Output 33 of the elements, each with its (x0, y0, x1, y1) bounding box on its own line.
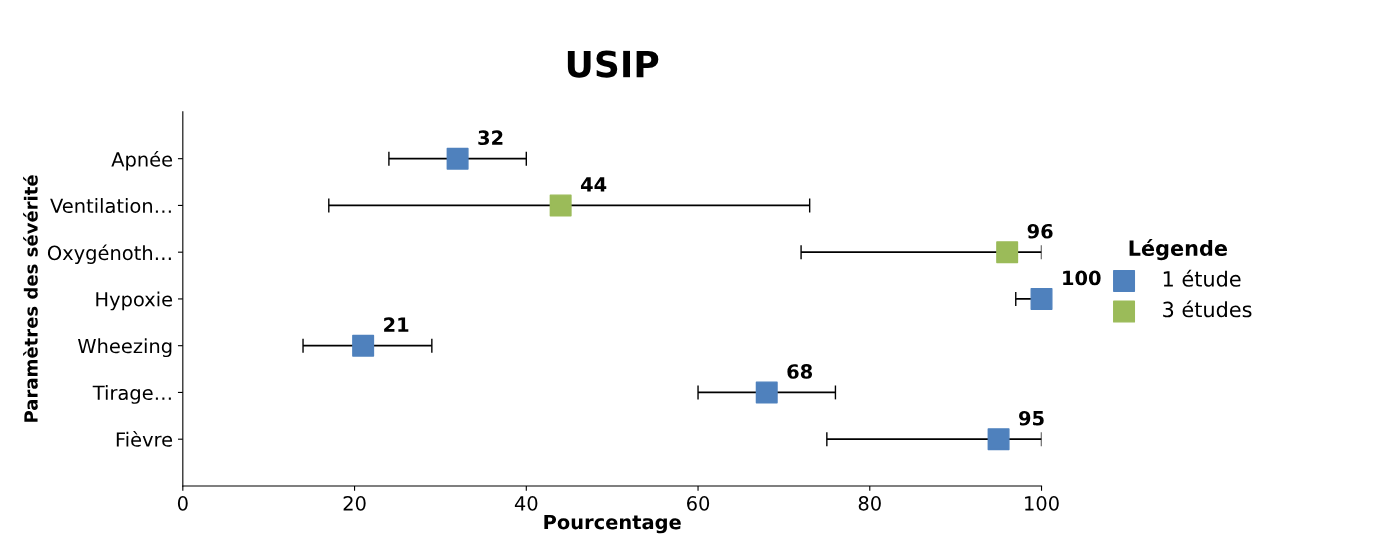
y-axis-title: Paramètres des sévérité (23, 175, 38, 422)
x-axis-title: Pourcentage (544, 514, 681, 534)
y-tick-label: Wheezing (77, 338, 172, 358)
legend-label: 3 études (1163, 300, 1252, 318)
point (755, 381, 778, 404)
data-label: 44 (580, 177, 607, 192)
point (549, 194, 572, 217)
point (352, 334, 375, 357)
y-tick-label: Tirage… (92, 385, 171, 404)
y-tick-label: Ventilation… (50, 198, 171, 214)
point (996, 241, 1019, 264)
data-label: 96 (1027, 223, 1053, 239)
y-tick-label: Fièvre (116, 431, 173, 447)
chart-title: USIP (567, 50, 659, 78)
point (987, 428, 1010, 451)
point (1030, 287, 1053, 310)
y-tick-label: Apnée (111, 150, 173, 171)
data-label: 100 (1063, 270, 1101, 286)
y-tick-label: Oxygénoth… (47, 244, 171, 264)
data-label: 21 (384, 317, 409, 332)
x-tick-label: 60 (687, 496, 710, 511)
x-tick-label: 80 (858, 496, 881, 511)
legend-label: 1 étude (1163, 269, 1241, 287)
x-tick-label: 100 (1025, 496, 1059, 511)
legend-title: Légende (1129, 239, 1228, 261)
x-tick-label: 40 (514, 496, 538, 511)
data-label: 95 (1019, 410, 1044, 426)
data-label: 68 (787, 364, 813, 379)
x-tick-label: 0 (177, 496, 188, 511)
x-tick-label: 20 (343, 496, 366, 511)
y-tick-label: Hypoxie (96, 291, 173, 311)
data-label: 32 (478, 130, 503, 146)
point (446, 147, 469, 170)
